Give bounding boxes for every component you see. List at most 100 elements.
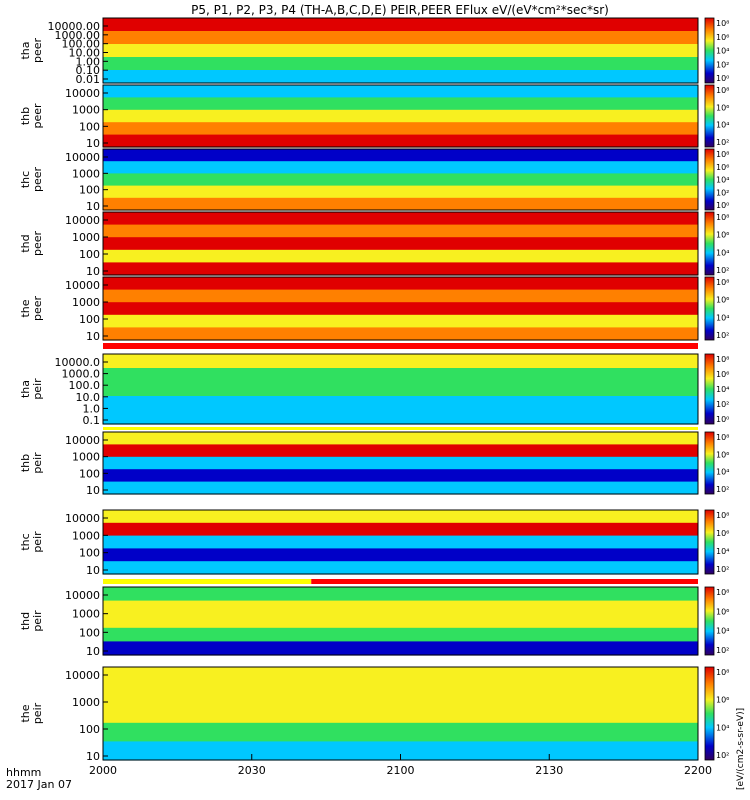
- colorbar-tick-label: 10⁰: [716, 74, 729, 83]
- x-axis-label-date: 2017 Jan 07: [6, 778, 72, 791]
- y-tick-label: 0.10: [76, 64, 101, 77]
- panel-label-instrument: peir: [31, 610, 44, 632]
- spectrogram-band: [103, 481, 698, 495]
- panel-label-instrument: peir: [31, 452, 44, 474]
- panel-frame: [102, 276, 699, 341]
- spectrogram-band: [103, 57, 698, 71]
- x-tick-label: 2100: [387, 764, 415, 777]
- panel-label-instrument: peer: [31, 296, 44, 322]
- spectrogram-band: [103, 85, 698, 98]
- flag-bar-red: [311, 579, 698, 584]
- colorbar: [704, 17, 715, 84]
- x-tick-label: 2200: [684, 764, 712, 777]
- colorbar-tick-label: 10⁴: [716, 47, 729, 56]
- colorbar-tick-label: 10⁸: [716, 668, 729, 677]
- colorbar-tick-label: 10⁶: [716, 33, 729, 42]
- y-tick-label: 1000: [72, 451, 100, 464]
- y-tick-label: 100: [79, 313, 100, 326]
- spectrogram-band: [103, 641, 698, 656]
- y-tick-label: 10000: [65, 151, 100, 164]
- spectrogram-band: [103, 587, 698, 602]
- panel-thb-peer: 10000 1000 100 10 thb peer 10⁸ 10⁶ 10⁴ 10²: [19, 84, 729, 150]
- x-tick-label: 2030: [238, 764, 266, 777]
- panel-thd-peer: 10000 1000 100 10 thd peer 10⁸ 10⁶ 10⁴ 10²: [19, 211, 729, 278]
- colorbar-tick-label: 10⁶: [716, 607, 729, 616]
- panel-label-instrument: peer: [31, 231, 44, 257]
- spectrogram-band: [103, 173, 698, 187]
- colorbar: [704, 211, 715, 276]
- spectrogram-band: [103, 161, 698, 174]
- spectrogram-band: [103, 535, 698, 549]
- y-tick-label: 10: [86, 645, 100, 658]
- y-tick-label: 1.00: [76, 55, 101, 68]
- y-tick-label: 10.0: [76, 391, 101, 404]
- spectrogram-band: [103, 410, 698, 425]
- y-tick-label: 100: [79, 248, 100, 261]
- spectrogram-band: [103, 704, 698, 724]
- colorbar: [704, 84, 715, 148]
- y-tick-label: 10000: [65, 512, 100, 525]
- flag-bar: [103, 427, 698, 430]
- y-tick-label: 100.0: [69, 379, 101, 392]
- y-tick-label: 100: [79, 467, 100, 480]
- colorbar-tick-label: 10⁴: [716, 176, 729, 185]
- colorbar-tick-label: 10⁶: [716, 370, 729, 379]
- panel-frame: [102, 586, 699, 656]
- spectrogram-band: [103, 685, 698, 705]
- colorbar-tick-label: 10⁴: [716, 627, 729, 636]
- spectrogram-band: [103, 197, 698, 211]
- spectrogram-band: [103, 149, 698, 162]
- colorbar-tick-label: 10²: [716, 646, 729, 655]
- panel-frame: [102, 211, 699, 276]
- panel-the-peir: 10000 1000 100 10 the peir 10⁸ 10⁶ 10⁴ 10²: [19, 666, 729, 763]
- y-tick-label: 100: [79, 626, 100, 639]
- spectrogram-band: [103, 18, 698, 32]
- y-tick-label: 0.01: [76, 73, 101, 86]
- colorbar-tick-label: 10²: [716, 331, 729, 340]
- y-tick-label: 1.0: [83, 402, 101, 415]
- x-axis: 2000 2030 2100 2130 2200: [89, 754, 712, 777]
- spectrogram-band: [103, 262, 698, 276]
- colorbar-tick-label: 10⁶: [716, 450, 729, 459]
- x-tick-label: 2000: [89, 764, 117, 777]
- colorbar-tick-label: 10⁶: [716, 296, 729, 305]
- spectrogram-band: [103, 31, 698, 45]
- panel-label-probe: thb: [19, 107, 32, 125]
- y-tick-label: 10: [86, 200, 100, 213]
- panel-label-instrument: peer: [31, 167, 44, 193]
- y-tick-label: 1000: [72, 296, 100, 309]
- colorbar-tick-label: 10⁰: [716, 415, 729, 424]
- y-tick-label: 10000.00: [48, 20, 101, 33]
- spectrogram-band: [103, 469, 698, 483]
- y-tick-label: 100: [79, 184, 100, 197]
- colorbar-tick-label: 10⁸: [716, 433, 729, 442]
- panel-frame: [102, 353, 699, 425]
- colorbar: [704, 509, 715, 575]
- spectrogram-band: [103, 249, 698, 263]
- panel-label-probe: thc: [19, 171, 32, 188]
- panel-thd-peir: 10000 1000 100 10 thd peir 10⁸ 10⁶ 10⁴ 10²: [19, 586, 729, 658]
- panel-label-instrument: peer: [31, 103, 44, 129]
- spectrogram-band: [103, 561, 698, 575]
- y-tick-label: 10000: [65, 279, 100, 292]
- spectrogram-band: [103, 314, 698, 328]
- colorbar-tick-label: 10²: [716, 751, 729, 760]
- colorbar: [704, 148, 715, 211]
- spectrogram-band: [103, 382, 698, 397]
- y-tick-label: 10: [86, 750, 100, 763]
- colorbar-tick-label: 10⁴: [716, 547, 729, 556]
- spectrogram-band: [103, 134, 698, 148]
- y-tick-label: 10: [86, 484, 100, 497]
- spectrogram-band: [103, 600, 698, 615]
- panel-label-probe: thc: [19, 533, 32, 550]
- y-tick-label: 100: [79, 120, 100, 133]
- y-tick-label: 10: [86, 564, 100, 577]
- spectrogram-band: [103, 667, 698, 687]
- spectrogram-band: [103, 237, 698, 251]
- panel-frame: [102, 17, 699, 84]
- colorbar: [704, 586, 715, 656]
- colorbar-axis-label: [eV/(cm2-s-sr-eV)]: [736, 708, 746, 790]
